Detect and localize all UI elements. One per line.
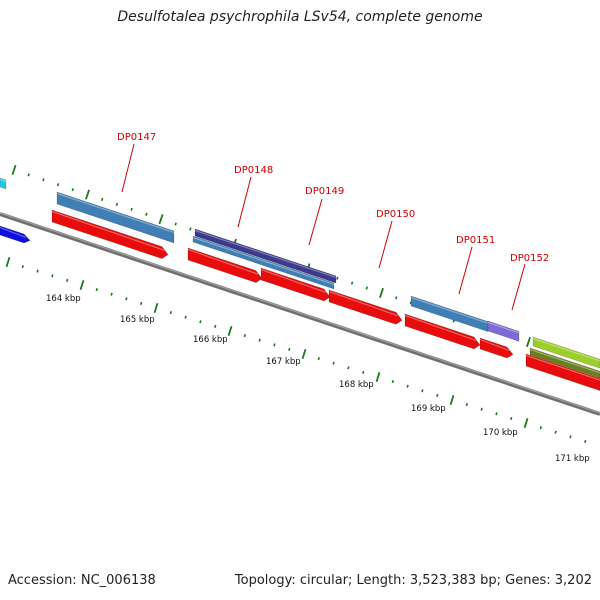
inner-ring-minor-tick xyxy=(215,325,216,328)
inner-ring-minor-tick xyxy=(511,417,512,420)
outer-ring-minor-tick xyxy=(146,213,147,216)
inner-ring-minor-tick xyxy=(318,357,319,360)
inner-ring-major-tick xyxy=(451,395,454,405)
inner-ring-minor-tick xyxy=(37,270,38,273)
inner-ring-major-tick xyxy=(7,257,10,267)
backbone-line xyxy=(0,214,600,414)
gene-label-dp0150: DP0150 xyxy=(376,209,415,220)
inner-ring-minor-tick xyxy=(555,431,556,434)
gene-label-dp0151: DP0151 xyxy=(456,235,495,246)
outer-ring-minor-tick xyxy=(352,282,353,285)
inner-ring-minor-tick xyxy=(185,316,186,319)
callout-dp0147 xyxy=(122,144,134,192)
inner-ring-major-tick xyxy=(303,349,306,359)
kbp-label-170: 170 kbp xyxy=(483,428,518,438)
inner-ring-minor-tick xyxy=(422,389,423,392)
inner-ring-minor-tick xyxy=(96,288,97,291)
gene-label-dp0147: DP0147 xyxy=(117,132,156,143)
inner-ring-minor-tick xyxy=(407,385,408,388)
outer-ring-major-tick xyxy=(12,165,15,174)
kbp-label-166: 166 kbp xyxy=(193,335,228,345)
inner-ring-minor-tick xyxy=(170,311,171,314)
kbp-label-167: 167 kbp xyxy=(266,357,301,367)
gene-label-dp0148: DP0148 xyxy=(234,165,273,176)
inner-ring-minor-tick xyxy=(244,334,245,337)
inner-ring-minor-tick xyxy=(363,371,364,374)
feature-dp0151-outer-shine xyxy=(411,298,488,324)
genome-backbone xyxy=(0,213,600,414)
outer-ring-major-tick xyxy=(527,337,530,346)
outer-ring-minor-tick xyxy=(102,198,103,201)
inner-ring-minor-tick xyxy=(259,339,260,342)
callout-dp0152 xyxy=(512,264,525,310)
outer-ring-minor-tick xyxy=(190,228,191,231)
inner-ring-minor-tick xyxy=(437,394,438,397)
outer-ring-minor-tick xyxy=(131,208,132,211)
inner-ring-minor-tick xyxy=(585,440,586,443)
genome-map: 164 kbp 165 kbp 166 kbp 167 kbp 168 kbp … xyxy=(0,0,600,600)
inner-ring-minor-tick xyxy=(570,435,571,438)
inner-ring-minor-tick xyxy=(481,408,482,411)
inner-ring-minor-tick xyxy=(289,348,290,351)
inner-ring-minor-tick xyxy=(333,362,334,365)
inner-ring-minor-tick xyxy=(67,279,68,282)
outer-ring-minor-tick xyxy=(72,188,73,191)
inner-ring-minor-tick xyxy=(22,265,23,268)
outer-ring-minor-tick xyxy=(58,183,59,186)
inner-ring-minor-tick xyxy=(392,380,393,383)
kbp-label-169: 169 kbp xyxy=(411,404,446,414)
kbp-label-164: 164 kbp xyxy=(46,294,81,304)
outer-ring-major-tick xyxy=(380,288,383,297)
kbp-label-165: 165 kbp xyxy=(120,315,155,325)
inner-ring-minor-tick xyxy=(52,274,53,277)
inner-ring-major-tick xyxy=(229,326,232,336)
accession-value: NC_006138 xyxy=(81,573,156,588)
kbp-label-171: 171 kbp xyxy=(555,454,590,464)
outer-ring-major-tick xyxy=(86,190,89,199)
inner-ring-minor-tick xyxy=(141,302,142,305)
inner-ring-minor-tick xyxy=(200,320,201,323)
inner-ring-minor-tick xyxy=(466,403,467,406)
inner-ring-minor-tick xyxy=(496,412,497,415)
accession-label: Accession: xyxy=(8,573,77,588)
callout-dp0150 xyxy=(379,221,392,268)
outer-ring-major-tick xyxy=(159,214,162,223)
outer-ring-minor-tick xyxy=(43,179,44,182)
kbp-label-168: 168 kbp xyxy=(339,380,374,390)
gene-labels: DP0147 DP0148 DP0149 DP0150 DP0151 DP015… xyxy=(117,132,549,264)
inner-ring-major-tick xyxy=(377,372,380,382)
inner-ring-minor-tick xyxy=(111,293,112,296)
outer-ring-minor-tick xyxy=(366,287,367,290)
genome-info: Topology: circular; Length: 3,523,383 bp… xyxy=(235,573,592,588)
feature-blue xyxy=(0,226,30,243)
outer-ring-minor-tick xyxy=(175,223,176,226)
callout-dp0151 xyxy=(459,247,472,294)
inner-ring-minor-tick xyxy=(540,426,541,429)
inner-ring-major-tick xyxy=(525,418,528,428)
inner-ring-major-tick xyxy=(81,280,84,290)
callout-dp0148 xyxy=(238,177,251,227)
accession-info: Accession: NC_006138 xyxy=(8,573,156,588)
outer-ring-minor-tick xyxy=(337,277,338,280)
callout-dp0149 xyxy=(309,199,322,245)
inner-ring-minor-tick xyxy=(348,366,349,369)
outer-ring-minor-tick xyxy=(396,297,397,300)
gene-label-dp0152: DP0152 xyxy=(510,253,549,264)
gene-label-dp0149: DP0149 xyxy=(305,186,344,197)
inner-ring-minor-tick xyxy=(274,343,275,346)
backbone-highlight xyxy=(0,213,600,413)
outer-ring-minor-tick xyxy=(28,174,29,177)
inner-ring-major-tick xyxy=(155,303,158,313)
inner-ring-minor-tick xyxy=(126,297,127,300)
outer-ring-minor-tick xyxy=(116,203,117,206)
